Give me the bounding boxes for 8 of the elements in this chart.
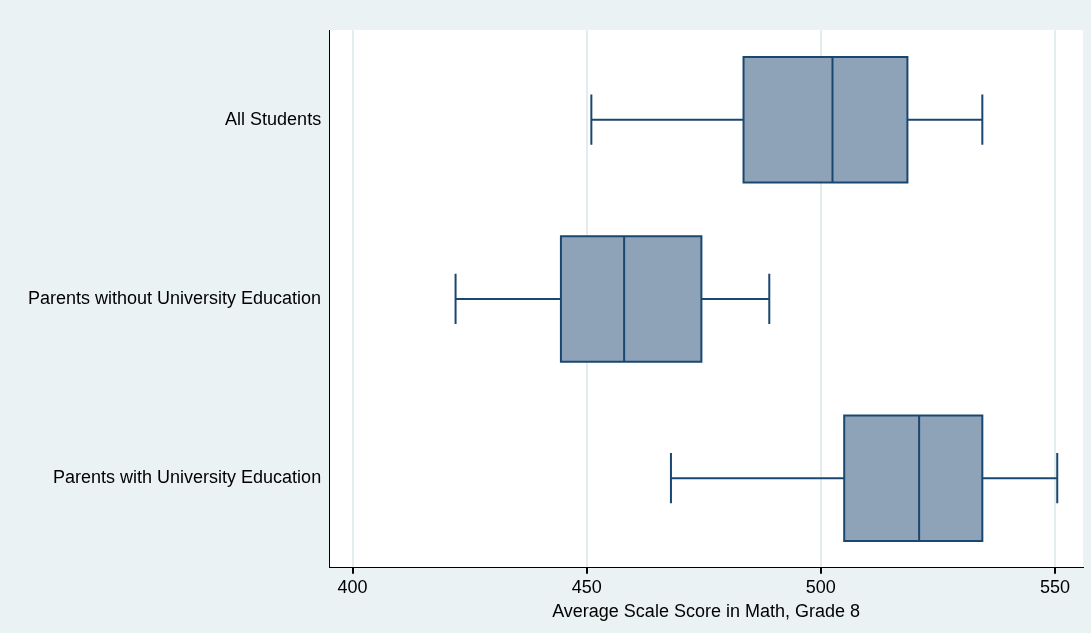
x-axis-title: Average Scale Score in Math, Grade 8 <box>552 601 860 622</box>
y-tick-label: Parents with University Education <box>53 467 322 488</box>
x-tick-label: 500 <box>805 576 836 597</box>
y-tick-label: Parents without University Education <box>27 287 322 308</box>
x-tick-label: 400 <box>337 576 368 597</box>
x-tick-label: 450 <box>571 576 602 597</box>
y-tick-label: All Students <box>225 108 322 129</box>
x-tick-label: 550 <box>1039 576 1070 597</box>
